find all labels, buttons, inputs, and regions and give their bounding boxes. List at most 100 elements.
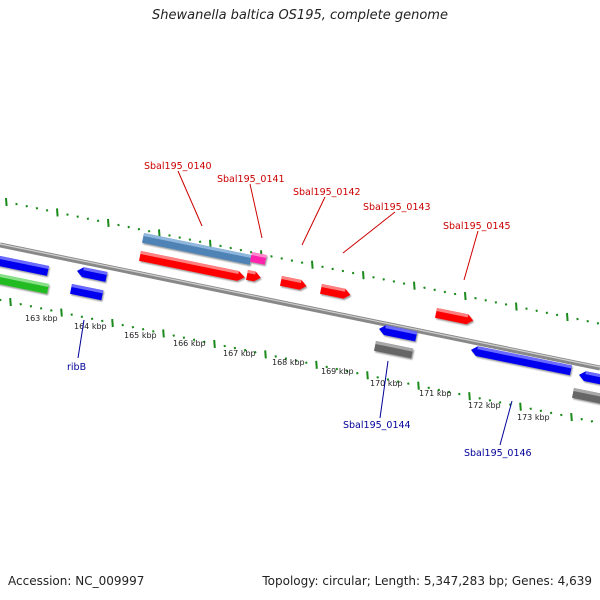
minor-tick [474, 296, 477, 300]
cds-reverse-arrow[interactable] [76, 266, 108, 282]
minor-tick [229, 246, 232, 250]
minor-tick [121, 323, 124, 327]
gene-label-0143[interactable]: Sbal195_0143 [363, 202, 431, 213]
cds-reverse-left-arrow[interactable] [0, 253, 49, 276]
minor-tick [345, 369, 349, 373]
inner-tick-track [0, 298, 594, 423]
minor-tick [141, 327, 145, 331]
cds-ribB-bar[interactable] [69, 284, 104, 301]
minor-tick [50, 309, 53, 312]
major-tick [570, 413, 573, 422]
minor-tick [294, 359, 298, 362]
major-tick [264, 350, 267, 359]
outer-tick-track [5, 197, 600, 325]
cds-0141-arrow[interactable] [245, 270, 262, 283]
minor-tick [458, 392, 461, 396]
cds-0146-arrow[interactable] [470, 345, 572, 376]
minor-tick [219, 244, 222, 248]
minor-tick [80, 315, 84, 319]
kbp-tick-label: 167 kbp [223, 349, 256, 358]
minor-tick [325, 365, 328, 369]
minor-tick [284, 357, 288, 360]
minor-tick [596, 321, 600, 325]
major-tick [209, 239, 212, 248]
gene-feature-0140-bar[interactable] [141, 233, 252, 265]
kbp-tick-label: 171 kbp [419, 389, 452, 398]
minor-tick [188, 238, 192, 241]
major-tick [366, 371, 369, 380]
minor-tick [270, 255, 273, 258]
minor-tick [192, 338, 196, 342]
major-tick [162, 329, 165, 338]
kbp-tick-label: 164 kbp [74, 322, 107, 331]
minor-tick [76, 215, 79, 218]
genome-backbone [0, 242, 600, 371]
gene-label-0146[interactable]: Sbal195_0146 [464, 448, 532, 459]
major-tick [413, 281, 416, 290]
minor-tick [331, 267, 334, 271]
gene-label-0140[interactable]: Sbal195_0140 [144, 161, 212, 172]
minor-tick [437, 388, 441, 392]
minor-tick [152, 330, 155, 333]
minor-tick [351, 271, 355, 275]
gene-label-0144[interactable]: Sbal195_0144 [343, 420, 411, 431]
cds-0142-arrow[interactable] [279, 276, 307, 291]
minor-tick [580, 417, 583, 421]
minor-tick [90, 317, 94, 321]
minor-tick [529, 407, 532, 411]
minor-tick [478, 396, 481, 400]
minor-tick [427, 386, 430, 390]
minor-tick [280, 257, 283, 260]
cds-0143-arrow[interactable] [319, 284, 351, 300]
cds-reverse-right-arrow[interactable] [578, 370, 600, 388]
gene-label-0141[interactable]: Sbal195_0141 [217, 174, 285, 185]
minor-tick [117, 223, 120, 227]
minor-tick [376, 376, 379, 379]
kbp-tick-label: 166 kbp [173, 339, 206, 348]
minor-tick [147, 229, 151, 233]
kbp-tick-label: 163 kbp [25, 314, 58, 323]
minor-tick [356, 371, 359, 375]
minor-tick [127, 225, 130, 229]
minor-tick [0, 298, 2, 302]
major-tick [9, 298, 12, 307]
minor-tick [178, 236, 181, 239]
minor-tick [484, 298, 487, 302]
minor-tick [423, 286, 426, 290]
gene-gray-right-bar[interactable] [571, 388, 600, 406]
minor-tick [300, 261, 304, 264]
minor-tick [494, 301, 498, 304]
major-tick [5, 197, 8, 207]
gene-0144-bar[interactable] [373, 341, 414, 359]
major-tick [362, 271, 365, 280]
cds-0144-arrow[interactable] [378, 324, 418, 342]
kbp-tick-label: 170 kbp [370, 379, 403, 388]
major-tick [417, 381, 420, 390]
kbp-tick-label: 165 kbp [124, 331, 157, 340]
minor-tick [29, 304, 33, 308]
cds-0140-arrow[interactable] [138, 251, 246, 282]
gene-feature-0141-bar[interactable] [249, 252, 267, 265]
gene-label-0142[interactable]: Sbal195_0142 [293, 187, 361, 198]
minor-tick [433, 288, 436, 292]
minor-tick [223, 344, 226, 348]
cds-0145-arrow[interactable] [434, 308, 474, 325]
kbp-tick-label: 173 kbp [517, 413, 550, 422]
minor-tick [443, 290, 447, 294]
gene-label-ribB[interactable]: ribB [67, 362, 86, 373]
minor-tick [137, 227, 141, 231]
minor-tick [249, 250, 253, 254]
map-title: Shewanella baltica OS195, complete genom… [152, 8, 448, 23]
gene-label-0145[interactable]: Sbal195_0145 [443, 221, 511, 232]
minor-tick [168, 234, 171, 237]
major-tick [515, 302, 518, 311]
minor-tick [525, 307, 528, 310]
minor-tick [19, 302, 22, 306]
minor-tick [372, 275, 375, 279]
major-tick [60, 308, 63, 317]
gene-green-bar[interactable] [0, 271, 49, 294]
minor-tick [407, 382, 410, 385]
minor-tick [539, 409, 543, 413]
minor-tick [243, 348, 247, 352]
